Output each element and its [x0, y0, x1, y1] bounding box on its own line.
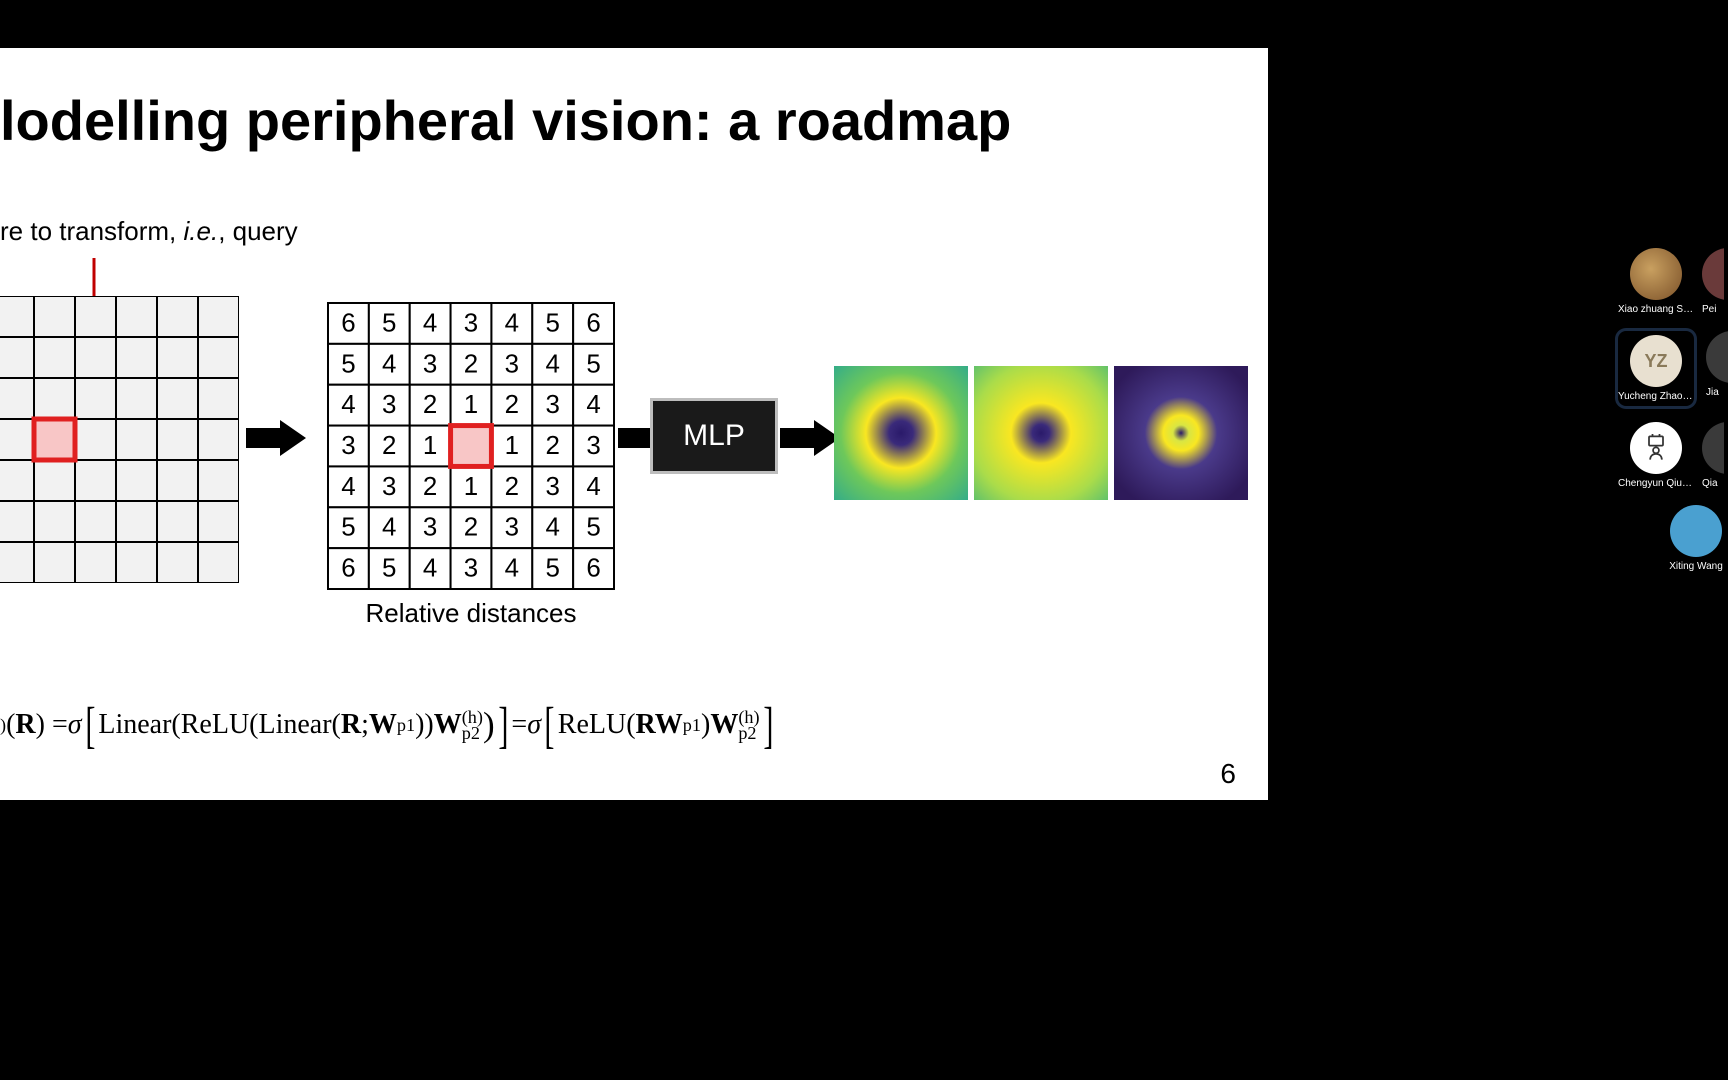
avatar: YZ [1630, 335, 1682, 387]
input-grid [0, 296, 239, 583]
avatar [1702, 422, 1724, 474]
svg-text:6: 6 [341, 309, 355, 337]
svg-text:6: 6 [586, 555, 600, 583]
participant-name: Xiao zhuang Son... [1618, 304, 1694, 315]
svg-text:6: 6 [586, 309, 600, 337]
svg-text:1: 1 [423, 432, 437, 460]
svg-text:3: 3 [341, 432, 355, 460]
participant-name: Jia [1706, 387, 1719, 398]
svg-text:2: 2 [423, 391, 437, 419]
heatmap-0 [834, 366, 968, 500]
svg-text:5: 5 [382, 555, 396, 583]
svg-text:6: 6 [341, 555, 355, 583]
svg-text:3: 3 [546, 391, 560, 419]
svg-text:1: 1 [464, 473, 478, 501]
svg-text:5: 5 [341, 350, 355, 378]
svg-text:4: 4 [341, 391, 355, 419]
svg-text:4: 4 [546, 350, 560, 378]
svg-text:2: 2 [464, 350, 478, 378]
avatar [1630, 248, 1682, 300]
svg-text:3: 3 [464, 309, 478, 337]
svg-text:3: 3 [505, 350, 519, 378]
svg-text:4: 4 [586, 473, 600, 501]
svg-text:2: 2 [382, 432, 396, 460]
participant-name: Yucheng Zhao (F... [1618, 391, 1694, 402]
avatar [1702, 248, 1724, 300]
svg-text:1: 1 [505, 432, 519, 460]
output-heatmaps [834, 366, 1248, 500]
svg-text:3: 3 [505, 514, 519, 542]
heatmap-1 [974, 366, 1108, 500]
svg-text:4: 4 [505, 555, 519, 583]
subtitle-suffix: , query [218, 216, 298, 246]
participant-tile[interactable]: Chengyun Qiu (W... [1622, 422, 1690, 489]
svg-text:5: 5 [382, 309, 396, 337]
svg-text:3: 3 [382, 473, 396, 501]
svg-text:4: 4 [382, 350, 396, 378]
page-number: 6 [1220, 758, 1236, 790]
svg-text:5: 5 [586, 514, 600, 542]
svg-text:3: 3 [382, 391, 396, 419]
distance-grid: 6543456543234543212343211234321234543234… [326, 301, 616, 591]
svg-text:5: 5 [546, 309, 560, 337]
equation: )(R) = σ [Linear(ReLU(Linear(R; Wp1))W(h… [0, 696, 776, 754]
svg-text:1: 1 [464, 391, 478, 419]
heatmap-2 [1114, 366, 1248, 500]
presentation-slide: lodelling peripheral vision: a roadmap r… [0, 48, 1268, 800]
participant-name: Pei [1702, 304, 1716, 315]
arrow-icon [246, 420, 306, 456]
arrow-icon [780, 420, 840, 456]
svg-text:4: 4 [423, 555, 437, 583]
svg-text:4: 4 [546, 514, 560, 542]
participant-tile[interactable]: Jia [1706, 331, 1728, 406]
distance-grid-caption: Relative distances [326, 598, 616, 629]
svg-text:3: 3 [546, 473, 560, 501]
participant-tile[interactable]: Xiao zhuang Son... [1622, 248, 1690, 315]
svg-text:2: 2 [546, 432, 560, 460]
svg-text:4: 4 [586, 391, 600, 419]
svg-text:2: 2 [464, 514, 478, 542]
svg-text:4: 4 [382, 514, 396, 542]
slide-title: lodelling peripheral vision: a roadmap [0, 88, 1011, 153]
participant-tile[interactable]: Qia [1702, 422, 1724, 489]
participants-panel: Xiao zhuang Son... Pei YZ Yucheng Zhao (F..… [1618, 248, 1728, 572]
subtitle-italic: i.e. [184, 216, 219, 246]
avatar [1670, 505, 1722, 557]
subtitle-prefix: re to transform, [0, 216, 184, 246]
participant-tile[interactable]: Pei [1702, 248, 1724, 315]
svg-text:2: 2 [505, 391, 519, 419]
avatar [1706, 331, 1728, 383]
svg-text:4: 4 [423, 309, 437, 337]
svg-text:3: 3 [586, 432, 600, 460]
participant-tile[interactable]: Xiting Wang [1662, 505, 1728, 572]
svg-text:5: 5 [341, 514, 355, 542]
slide-subtitle: re to transform, i.e., query [0, 216, 298, 247]
mlp-label: MLP [683, 419, 745, 453]
svg-text:3: 3 [423, 350, 437, 378]
svg-text:3: 3 [423, 514, 437, 542]
svg-text:2: 2 [505, 473, 519, 501]
svg-text:4: 4 [341, 473, 355, 501]
avatar [1630, 422, 1682, 474]
svg-text:3: 3 [464, 555, 478, 583]
svg-text:5: 5 [586, 350, 600, 378]
participant-name: Xiting Wang [1669, 561, 1723, 572]
svg-text:4: 4 [505, 309, 519, 337]
mlp-block: MLP [650, 398, 778, 474]
participant-name: Qia [1702, 478, 1718, 489]
participant-name: Chengyun Qiu (W... [1618, 478, 1694, 489]
svg-text:2: 2 [423, 473, 437, 501]
svg-text:5: 5 [546, 555, 560, 583]
participant-tile[interactable]: YZ Yucheng Zhao (F... [1618, 331, 1694, 406]
